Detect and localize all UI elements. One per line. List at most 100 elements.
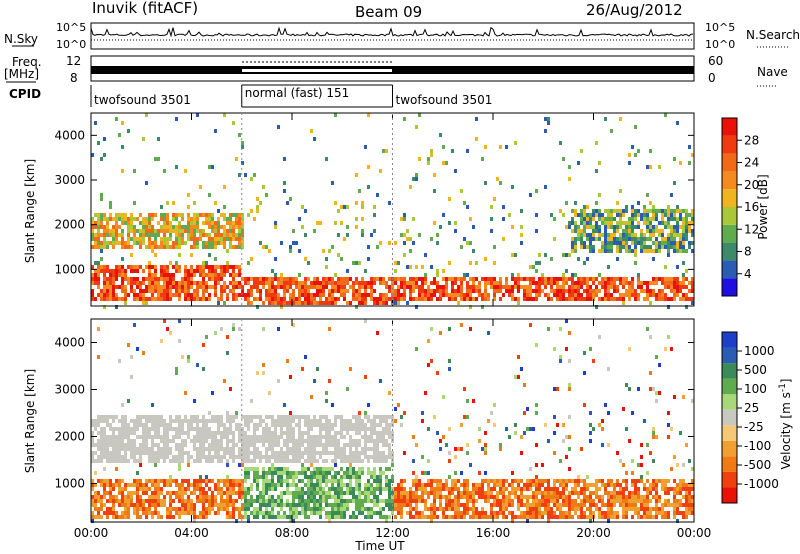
data-cell <box>619 117 622 121</box>
data-cell <box>679 245 682 249</box>
data-cell <box>280 281 283 285</box>
data-cell <box>190 269 193 273</box>
data-cell <box>358 301 361 305</box>
data-cell <box>286 503 289 507</box>
data-cell <box>367 515 370 519</box>
data-cell <box>109 277 112 281</box>
data-cell <box>655 399 658 403</box>
data-cell <box>220 293 223 297</box>
data-cell <box>232 233 235 237</box>
data-cell <box>559 297 562 301</box>
data-cell <box>112 447 115 451</box>
data-cell <box>373 479 376 483</box>
nsearch-label: N.Search <box>746 28 800 42</box>
data-cell <box>607 281 610 285</box>
data-cell <box>388 435 391 439</box>
data-cell <box>286 467 289 471</box>
data-cell <box>91 503 94 507</box>
data-cell <box>355 479 358 483</box>
data-cell <box>301 439 304 443</box>
data-cell <box>502 285 505 289</box>
data-cell <box>685 233 688 237</box>
data-cell <box>271 301 274 305</box>
data-cell <box>568 467 571 471</box>
data-cell <box>334 281 337 285</box>
data-cell <box>532 297 535 301</box>
data-cell <box>280 305 283 309</box>
data-cell <box>127 515 130 519</box>
data-cell <box>625 495 628 499</box>
data-cell <box>520 233 523 237</box>
data-cell <box>316 507 319 511</box>
data-cell <box>124 293 127 297</box>
data-cell <box>187 423 190 427</box>
data-cell <box>283 439 286 443</box>
data-cell <box>121 121 124 125</box>
data-cell <box>265 507 268 511</box>
data-cell <box>580 241 583 245</box>
data-cell <box>124 443 127 447</box>
data-cell <box>460 285 463 289</box>
data-cell <box>334 439 337 443</box>
data-cell <box>625 209 628 213</box>
data-cell <box>307 297 310 301</box>
data-cell <box>265 483 268 487</box>
data-cell <box>103 431 106 435</box>
data-cell <box>565 495 568 499</box>
data-cell <box>109 273 112 277</box>
data-cell <box>295 297 298 301</box>
data-cell <box>100 217 103 221</box>
data-cell <box>415 487 418 491</box>
data-cell <box>640 217 643 221</box>
data-cell <box>334 459 337 463</box>
data-cell <box>568 165 571 169</box>
data-cell <box>346 471 349 475</box>
data-cell <box>175 495 178 499</box>
data-cell <box>334 297 337 301</box>
data-cell <box>670 233 673 237</box>
data-cell <box>418 277 421 281</box>
data-cell <box>403 285 406 289</box>
data-cell <box>328 423 331 427</box>
data-cell <box>106 459 109 463</box>
data-cell <box>610 479 613 483</box>
data-cell <box>169 503 172 507</box>
data-cell <box>220 225 223 229</box>
data-cell <box>256 455 259 459</box>
data-cell <box>268 293 271 297</box>
data-cell <box>136 347 139 351</box>
data-cell <box>337 289 340 293</box>
data-cell <box>649 289 652 293</box>
data-cell <box>109 233 112 237</box>
data-cell <box>331 403 334 407</box>
data-cell <box>286 447 289 451</box>
data-cell <box>307 261 310 265</box>
data-cell <box>340 455 343 459</box>
data-cell <box>367 455 370 459</box>
data-cell <box>202 431 205 435</box>
data-cell <box>361 217 364 221</box>
data-cell <box>616 479 619 483</box>
data-cell <box>244 173 247 177</box>
data-cell <box>454 511 457 515</box>
data-cell <box>403 503 406 507</box>
data-cell <box>616 209 619 213</box>
data-cell <box>244 277 247 281</box>
data-cell <box>166 431 169 435</box>
data-cell <box>331 515 334 519</box>
data-cell <box>139 435 142 439</box>
data-cell <box>493 197 496 201</box>
data-cell <box>604 285 607 289</box>
data-cell <box>310 471 313 475</box>
data-cell <box>301 467 304 471</box>
data-cell <box>97 459 100 463</box>
data-cell <box>268 285 271 289</box>
data-cell <box>298 479 301 483</box>
data-cell <box>346 483 349 487</box>
data-cell <box>343 435 346 439</box>
data-cell <box>316 483 319 487</box>
data-cell <box>121 213 124 217</box>
data-cell <box>400 415 403 419</box>
data-cell <box>550 495 553 499</box>
data-cell <box>469 285 472 289</box>
